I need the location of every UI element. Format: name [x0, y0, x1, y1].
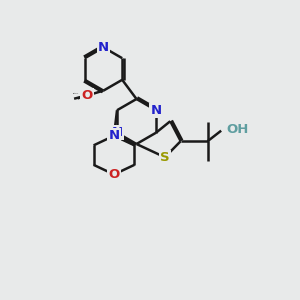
- Text: N: N: [109, 129, 120, 142]
- Text: N: N: [150, 104, 161, 117]
- Text: O: O: [108, 168, 120, 181]
- Text: S: S: [160, 151, 170, 164]
- Text: N: N: [112, 126, 123, 139]
- Text: methoxy: methoxy: [73, 92, 79, 94]
- Text: O: O: [81, 88, 93, 102]
- Text: N: N: [98, 41, 109, 54]
- Text: OH: OH: [226, 123, 249, 136]
